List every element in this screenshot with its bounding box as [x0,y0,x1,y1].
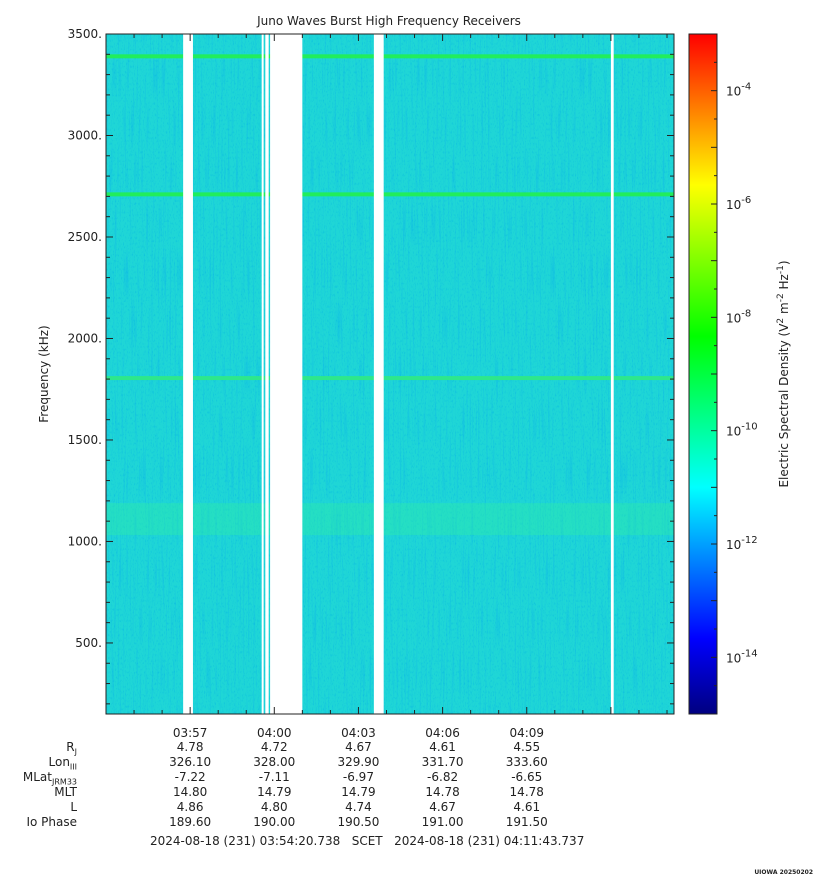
ephem-l-value: 4.74 [345,800,372,814]
ephem-lon-value: 329.90 [337,755,380,769]
ephem-mlt-value: 14.78 [509,785,544,799]
colorbar-tick-label: 10-4 [726,82,751,99]
colorbar-tick-label: 10-14 [726,648,758,665]
ephem-mlt-value: 14.78 [425,785,460,799]
ephem-lon-value: 333.60 [505,755,548,769]
ephem-rj-value: 4.61 [429,740,456,754]
spectrogram-plot: 500. 1000. 1500. 2000. 2500. 3000. 3500. 03:57… [68,27,675,740]
ephem-rj-value: 4.67 [345,740,372,754]
ephem-io-phase-value: 191.00 [421,815,464,829]
data-gap [373,34,384,714]
data-gap [610,34,614,714]
ephem-io-phase-value: 190.50 [337,815,380,829]
ephem-lon-value: 328.00 [253,755,296,769]
y-tick-label: 3500. [68,27,102,41]
x-tick-label: 03:57 [173,726,208,740]
ephem-label-io-phase: Io Phase [26,815,77,829]
ephem-mlat-value: -6.65 [511,770,543,784]
ephem-label-rj: RJ [66,740,77,757]
y-tick-label: 2500. [68,230,102,244]
y-tick-label: 500. [75,636,102,650]
version-stamp: UIOWA 20250202 [754,869,813,876]
chart-title: Juno Waves Burst High Frequency Receiver… [256,14,521,28]
emission-band-1110 [106,503,674,536]
data-gap [183,34,193,714]
x-tick-label: 04:03 [341,726,376,740]
plot-frame [105,33,675,715]
data-gap [265,34,269,714]
y-tick-label: 1000. [68,534,102,548]
ephemeris-table: RJ LonIII MLatJRM33 MLT L Io Phase 4.78 3… [0,740,700,835]
ephem-label-mlat: MLatJRM33 [22,770,77,787]
x-tick-label: 04:06 [425,726,460,740]
ephem-mlt-value: 14.79 [257,785,292,799]
ephem-label-l: L [70,800,77,814]
data-gap [261,34,264,714]
ephem-mlat-value: -7.11 [258,770,290,784]
ephem-io-phase-value: 189.60 [169,815,212,829]
ephem-io-phase-value: 190.00 [253,815,296,829]
ephem-lon-value: 326.10 [169,755,212,769]
time-range-footer: 2024-08-18 (231) 03:54:20.738 SCET 2024-… [150,834,630,848]
ephem-io-phase-value: 191.50 [505,815,548,829]
ephem-mlt-value: 14.79 [341,785,376,799]
emission-band-3390 [106,54,674,59]
ephem-l-value: 4.61 [513,800,541,814]
end-time: 2024-08-18 (231) 04:11:43.737 [394,834,585,848]
ephem-label-lon: LonIII [48,755,78,772]
colorbar-label: Electric Spectral Density (V2 m-2 Hz-1) [776,260,791,487]
ephem-lon-value: 331.70 [421,755,464,769]
colorbar-tick-label: 10-12 [726,535,758,552]
x-tick-label: 04:09 [509,726,544,740]
ephem-mlat-value: -6.97 [342,770,374,784]
ephem-l-value: 4.80 [260,800,288,814]
colorbar-tick-label: 10-10 [726,422,758,439]
y-tick-label: 1500. [68,433,102,447]
ephem-label-mlt: MLT [54,785,77,799]
ephem-mlat-value: -7.22 [174,770,206,784]
ephem-rj-value: 4.72 [260,740,288,754]
ephem-mlt-value: 14.80 [172,785,208,799]
ephem-l-value: 4.67 [429,800,456,814]
colorbar-tick-label: 10-8 [726,308,751,325]
x-tick-label: 04:00 [257,726,292,740]
y-tick-label: 3000. [68,128,102,142]
ephem-rj-value: 4.55 [513,740,541,754]
y-axis-label: Frequency (kHz) [37,325,51,422]
emission-band-1805 [106,376,674,381]
emission-band-2710 [106,192,674,197]
scet-label: SCET [351,834,383,848]
ephem-mlat-value: -6.82 [427,770,459,784]
colorbar-tick-label: 10-6 [726,195,751,212]
colorbar: 10-4 10-6 10-8 10-10 10-12 10-14 Electric Spe… [688,33,791,715]
spectrogram-streaks [106,34,674,714]
y-tick-label: 2000. [68,331,102,345]
data-gap [270,34,303,714]
start-time: 2024-08-18 (231) 03:54:20.738 [150,834,341,848]
ephem-l-value: 4.86 [176,800,204,814]
ephem-rj-value: 4.78 [176,740,204,754]
